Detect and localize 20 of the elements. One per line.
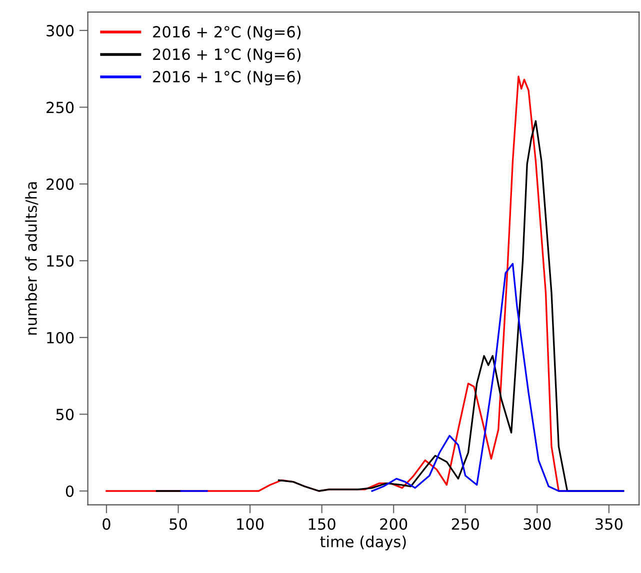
y-tick-label: 100 bbox=[47, 332, 74, 344]
legend-label: 2016 + 1°C (Ng=6) bbox=[153, 70, 301, 86]
x-axis-title: time (days) bbox=[320, 536, 406, 550]
x-tick-label: 100 bbox=[237, 518, 264, 530]
y-tick-label: 200 bbox=[46, 178, 74, 190]
y-tick-label: 250 bbox=[46, 102, 74, 114]
legend-label: 2016 + 2°C (Ng=6) bbox=[153, 26, 301, 41]
x-tick-label: 300 bbox=[524, 518, 551, 530]
x-tick-label: 0 bbox=[102, 518, 110, 530]
y-tick-label: 300 bbox=[46, 24, 74, 36]
x-tick-label: 200 bbox=[380, 518, 408, 530]
legend-label: 2016 + 1°C (Ng=6) bbox=[153, 48, 301, 63]
y-tick-label: 150 bbox=[47, 255, 74, 267]
y-tick-label: 50 bbox=[56, 408, 74, 420]
x-tick-label: 150 bbox=[308, 518, 336, 530]
x-tick-label: 250 bbox=[452, 518, 479, 530]
x-tick-label: 350 bbox=[596, 518, 622, 530]
x-tick-label: 50 bbox=[170, 518, 187, 530]
y-axis-title: number of adults/ha bbox=[25, 182, 38, 335]
y-tick-label: 0 bbox=[66, 485, 74, 498]
